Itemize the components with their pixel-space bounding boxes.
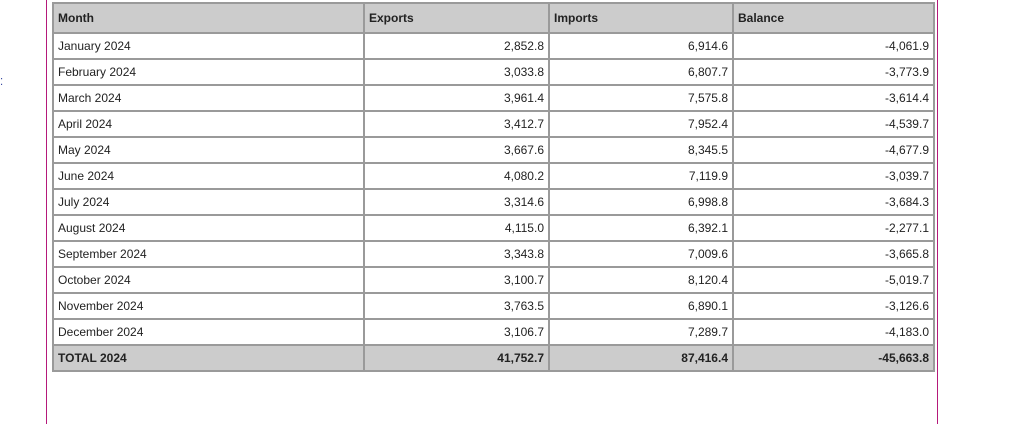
month-cell: January 2024 — [52, 32, 365, 60]
table-row: March 2024 3,961.4 7,575.8 -3,614.4 — [52, 84, 935, 112]
imports-cell: 6,914.6 — [548, 32, 734, 60]
imports-cell: 7,289.7 — [548, 318, 734, 346]
balance-cell: -3,773.9 — [732, 58, 935, 86]
imports-cell: 8,345.5 — [548, 136, 734, 164]
balance-cell: -4,677.9 — [732, 136, 935, 164]
table-row: May 2024 3,667.6 8,345.5 -4,677.9 — [52, 136, 935, 164]
month-cell: May 2024 — [52, 136, 365, 164]
month-cell: April 2024 — [52, 110, 365, 138]
table-row: December 2024 3,106.7 7,289.7 -4,183.0 — [52, 318, 935, 346]
exports-cell: 4,080.2 — [363, 162, 550, 190]
month-cell: July 2024 — [52, 188, 365, 216]
total-label-cell: TOTAL 2024 — [52, 344, 365, 372]
exports-cell: 4,115.0 — [363, 214, 550, 242]
imports-cell: 7,009.6 — [548, 240, 734, 268]
month-cell: December 2024 — [52, 318, 365, 346]
month-cell: November 2024 — [52, 292, 365, 320]
column-header-balance: Balance — [732, 2, 935, 34]
month-cell: February 2024 — [52, 58, 365, 86]
total-row: TOTAL 2024 41,752.7 87,416.4 -45,663.8 — [52, 344, 935, 372]
exports-cell: 2,852.8 — [363, 32, 550, 60]
exports-cell: 3,100.7 — [363, 266, 550, 294]
balance-cell: -3,039.7 — [732, 162, 935, 190]
exports-cell: 3,314.6 — [363, 188, 550, 216]
balance-cell: -4,183.0 — [732, 318, 935, 346]
table-row: September 2024 3,343.8 7,009.6 -3,665.8 — [52, 240, 935, 268]
imports-cell: 6,998.8 — [548, 188, 734, 216]
column-header-month: Month — [52, 2, 365, 34]
exports-cell: 3,961.4 — [363, 84, 550, 112]
balance-cell: -4,061.9 — [732, 32, 935, 60]
exports-cell: 3,106.7 — [363, 318, 550, 346]
table-header-row: Month Exports Imports Balance — [52, 2, 935, 34]
content-frame — [46, 0, 938, 424]
balance-cell: -5,019.7 — [732, 266, 935, 294]
exports-cell: 3,033.8 — [363, 58, 550, 86]
balance-cell: -2,277.1 — [732, 214, 935, 242]
table-row: August 2024 4,115.0 6,392.1 -2,277.1 — [52, 214, 935, 242]
exports-cell: 3,667.6 — [363, 136, 550, 164]
table-row: February 2024 3,033.8 6,807.7 -3,773.9 — [52, 58, 935, 86]
balance-cell: -3,126.6 — [732, 292, 935, 320]
month-cell: September 2024 — [52, 240, 365, 268]
table-row: November 2024 3,763.5 6,890.1 -3,126.6 — [52, 292, 935, 320]
month-cell: June 2024 — [52, 162, 365, 190]
balance-cell: -3,665.8 — [732, 240, 935, 268]
balance-cell: -4,539.7 — [732, 110, 935, 138]
total-imports-cell: 87,416.4 — [548, 344, 734, 372]
month-cell: March 2024 — [52, 84, 365, 112]
balance-cell: -3,614.4 — [732, 84, 935, 112]
table-row: April 2024 3,412.7 7,952.4 -4,539.7 — [52, 110, 935, 138]
exports-cell: 3,412.7 — [363, 110, 550, 138]
total-exports-cell: 41,752.7 — [363, 344, 550, 372]
table-row: January 2024 2,852.8 6,914.6 -4,061.9 — [52, 32, 935, 60]
total-balance-cell: -45,663.8 — [732, 344, 935, 372]
imports-cell: 6,890.1 — [548, 292, 734, 320]
month-cell: October 2024 — [52, 266, 365, 294]
imports-cell: 7,575.8 — [548, 84, 734, 112]
imports-cell: 8,120.4 — [548, 266, 734, 294]
imports-cell: 7,119.9 — [548, 162, 734, 190]
balance-cell: -3,684.3 — [732, 188, 935, 216]
trade-balance-table: Month Exports Imports Balance January 20… — [52, 2, 935, 372]
column-header-exports: Exports — [363, 2, 550, 34]
imports-cell: 7,952.4 — [548, 110, 734, 138]
column-header-imports: Imports — [548, 2, 734, 34]
imports-cell: 6,807.7 — [548, 58, 734, 86]
edge-marker: ⁚ — [0, 77, 4, 88]
table-row: October 2024 3,100.7 8,120.4 -5,019.7 — [52, 266, 935, 294]
exports-cell: 3,343.8 — [363, 240, 550, 268]
exports-cell: 3,763.5 — [363, 292, 550, 320]
table-row: July 2024 3,314.6 6,998.8 -3,684.3 — [52, 188, 935, 216]
imports-cell: 6,392.1 — [548, 214, 734, 242]
month-cell: August 2024 — [52, 214, 365, 242]
table-row: June 2024 4,080.2 7,119.9 -3,039.7 — [52, 162, 935, 190]
